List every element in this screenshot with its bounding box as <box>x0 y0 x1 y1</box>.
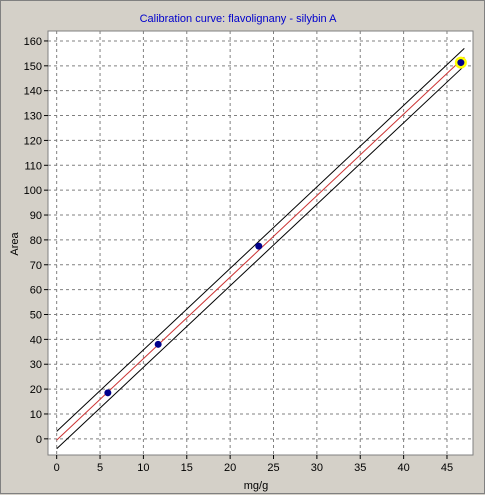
x-tick-label: 0 <box>54 462 60 474</box>
y-tick-label: 40 <box>30 334 42 346</box>
y-tick-label: 30 <box>30 359 42 371</box>
plot-area <box>47 30 474 456</box>
confidence-band <box>56 48 465 450</box>
y-tick-label: 90 <box>30 210 42 222</box>
y-tick-label: 100 <box>24 185 42 197</box>
y-tick-label: 150 <box>24 61 42 73</box>
x-axis-ticks: 0 5 10 15 20 25 30 35 40 45 <box>54 455 453 474</box>
chart-title: Calibration curve: flavolignany - silybi… <box>140 13 338 25</box>
y-tick-label: 120 <box>24 135 42 147</box>
data-point <box>255 242 263 250</box>
y-axis-ticks: 0 10 20 30 40 50 60 70 80 90 100 110 120 130 140 150 160 <box>24 36 48 446</box>
y-tick-label: 140 <box>24 86 42 98</box>
y-tick-label: 0 <box>36 434 42 446</box>
x-tick-label: 5 <box>97 462 103 474</box>
y-tick-label: 20 <box>30 384 42 396</box>
y-tick-label: 80 <box>30 235 42 247</box>
y-tick-label: 70 <box>30 260 42 272</box>
y-tick-label: 10 <box>30 409 42 421</box>
y-tick-label: 130 <box>24 111 42 123</box>
y-axis-title: Area <box>9 232 21 256</box>
x-tick-label: 40 <box>397 462 409 474</box>
x-tick-label: 30 <box>311 462 323 474</box>
x-tick-label: 10 <box>137 462 149 474</box>
x-axis-title: mg/g <box>244 480 268 492</box>
y-tick-label: 110 <box>24 160 42 172</box>
y-tick-label: 50 <box>30 309 42 321</box>
data-point <box>154 340 162 348</box>
confidence-band-upper <box>56 48 465 432</box>
y-tick-label: 60 <box>30 285 42 297</box>
data-points <box>104 56 467 397</box>
x-tick-label: 25 <box>267 462 279 474</box>
x-tick-label: 20 <box>224 462 236 474</box>
y-tick-label: 160 <box>24 36 42 48</box>
data-point <box>104 389 112 397</box>
x-tick-label: 35 <box>354 462 366 474</box>
confidence-band-lower <box>56 65 465 450</box>
x-tick-label: 15 <box>181 462 193 474</box>
x-tick-label: 45 <box>441 462 453 474</box>
data-point <box>457 59 465 67</box>
